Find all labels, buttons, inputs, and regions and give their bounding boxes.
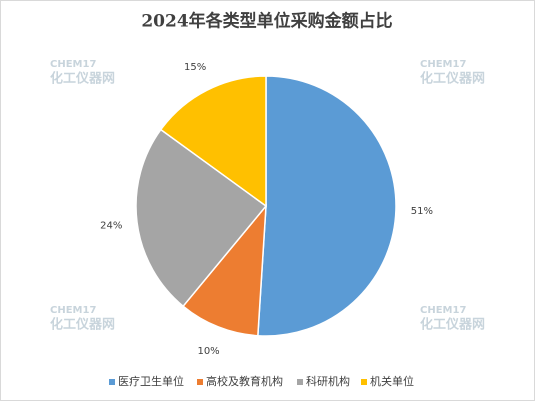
watermark-brand: CHEM17: [50, 305, 96, 316]
watermark-name: 化工仪器网: [50, 317, 115, 333]
pie: 51% 10% 24% 15%: [100, 62, 433, 357]
legend-label: 科研机构: [306, 374, 350, 388]
data-label: 51%: [411, 206, 433, 217]
legend-swatch: [297, 379, 303, 385]
pie-slice: [135, 128, 268, 308]
data-label: 10%: [197, 346, 219, 357]
watermark-name: 化工仪器网: [420, 71, 485, 87]
legend-swatch: [361, 379, 367, 385]
watermark-name: 化工仪器网: [50, 71, 115, 87]
pie-slice: [182, 203, 267, 337]
data-label: 24%: [100, 221, 122, 232]
watermark-brand: CHEM17: [50, 59, 96, 70]
legend-swatch: [109, 379, 115, 385]
legend-label: 机关单位: [370, 374, 414, 388]
chart-title: 2024年各类型单位采购金额占比: [141, 11, 392, 32]
watermark-name: 化工仪器网: [420, 317, 485, 333]
watermark-brand: CHEM17: [420, 305, 466, 316]
legend: 医疗卫生单位 高校及教育机构 科研机构 机关单位: [109, 374, 414, 388]
legend-label: 医疗卫生单位: [118, 374, 184, 388]
pie-slice: [257, 75, 397, 337]
watermark-brand: CHEM17: [420, 59, 466, 70]
data-label: 15%: [184, 62, 206, 73]
pie-slice: [159, 75, 267, 208]
legend-label: 高校及教育机构: [206, 374, 283, 388]
legend-swatch: [197, 379, 203, 385]
